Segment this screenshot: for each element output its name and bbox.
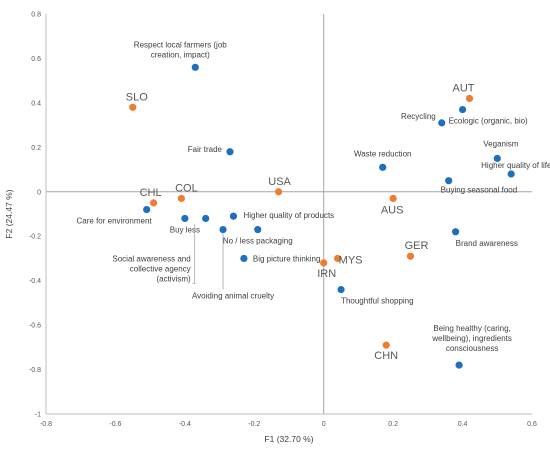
x-tick-label: -0.8	[40, 421, 52, 428]
y-tick-label: 0.2	[31, 145, 41, 152]
label-buy-less: Buy less	[170, 225, 200, 234]
label-mys: MYS	[339, 254, 363, 266]
point-respect-local-farmers-job-crea	[191, 63, 199, 71]
label-avoiding-animal-cruelty: Avoiding animal cruelty	[192, 292, 274, 301]
point-being-healthy-caring-wellbeing	[455, 361, 463, 369]
y-tick-label: 0	[37, 189, 41, 196]
point-usa	[274, 188, 283, 196]
y-tick-label: 0.8	[31, 12, 41, 19]
point-buy-less	[181, 214, 189, 223]
point-social-awareness-and-collectiv	[202, 214, 210, 223]
x-tick-label: 0	[322, 421, 326, 428]
y-tick-label: 0.6	[31, 56, 41, 63]
label-big-picture-thinking: Big picture thinking	[253, 254, 321, 263]
point-ecologic-organic-bio	[458, 105, 467, 114]
y-tick-label: -0.8	[29, 367, 41, 374]
point-veganism	[493, 154, 501, 163]
label-brand-awareness: Brand awareness	[456, 239, 518, 248]
point-mys	[334, 254, 342, 263]
label-fair-trade: Fair trade	[188, 145, 223, 154]
label-ecologic-organic-bio: Ecologic (organic, bio)	[449, 117, 528, 126]
point-irn	[320, 259, 328, 267]
point-higher-quality-of-life	[507, 170, 515, 178]
x-tick-label: -0.2	[248, 421, 260, 428]
label-chn: CHN	[374, 350, 398, 362]
label-recycling: Recycling	[401, 112, 436, 121]
leader-bracket	[192, 224, 196, 284]
label-being-healthy-caring-wellbeing: Being healthy (caring, wellbeing), ingred…	[431, 324, 512, 353]
point-recycling	[438, 119, 446, 127]
y-tick-label: -1	[35, 412, 41, 419]
label-no-less-packaging: No / less packaging	[223, 237, 293, 246]
point-slo	[129, 103, 137, 111]
y-tick-label: 0.4	[31, 100, 41, 107]
label-irn: IRN	[317, 268, 336, 280]
point-chl	[150, 199, 158, 207]
label-aut: AUT	[453, 82, 475, 94]
label-veganism: Veganism	[483, 139, 518, 148]
point-higher-quality-of-products	[229, 212, 238, 220]
point-aut	[465, 94, 474, 103]
label-thoughtful-shopping: Thoughtful shopping	[341, 297, 414, 306]
point-col	[177, 194, 185, 203]
point-thoughtful-shopping	[337, 285, 345, 294]
y-axis-title: F2 (24.47 %)	[4, 189, 14, 238]
x-tick-label: 0.2	[388, 421, 398, 428]
point-big-picture-thinking	[240, 254, 248, 263]
point-brand-awareness	[452, 228, 460, 236]
y-tick-label: -0.2	[29, 234, 41, 241]
point-buying-seasonal-food	[445, 177, 453, 185]
point-fair-trade	[226, 148, 234, 156]
label-ger: GER	[405, 240, 429, 252]
label-respect-local-farmers-job-crea: Respect local farmers (job creation, impa…	[134, 40, 227, 59]
x-axis-title: F1 (32.70 %)	[264, 434, 313, 444]
label-slo: SLO	[126, 91, 148, 103]
x-tick-label: -0.6	[109, 421, 121, 428]
x-tick-label: -0.4	[179, 421, 191, 428]
label-higher-quality-of-products: Higher quality of products	[243, 211, 334, 220]
point-chn	[382, 341, 390, 349]
y-tick-label: -0.4	[29, 278, 41, 285]
label-waste-reduction: Waste reduction	[354, 149, 412, 158]
axes	[45, 14, 532, 415]
point-waste-reduction	[379, 163, 387, 171]
tick-labels: -0.8 -0.6 -0.4 -0.2 0 0.2 0.4 0.6 -1 -0.8 -0.6 -0.4…	[29, 12, 537, 429]
x-tick-label: 0.4	[458, 421, 468, 428]
label-col: COL	[175, 182, 198, 194]
data-points	[129, 63, 515, 369]
label-aus: AUS	[381, 204, 404, 216]
point-care-for-environment	[143, 205, 151, 214]
point-aus	[389, 194, 397, 203]
point-ger	[406, 252, 415, 260]
x-tick-label: 0.6	[527, 421, 537, 428]
label-care-for-environment: Care for environment	[77, 217, 153, 226]
point-labels: Respect local farmers (job creation, impa…	[77, 40, 550, 362]
label-social-awareness-and-collectiv: Social awareness and collective agency (ac…	[112, 254, 191, 283]
y-tick-label: -0.6	[29, 323, 41, 330]
point-no-less-packaging	[254, 225, 262, 234]
label-chl: CHL	[140, 187, 162, 199]
label-usa: USA	[268, 176, 291, 188]
label-buying-seasonal-food: Buying seasonal food	[441, 186, 517, 195]
point-avoiding-animal-cruelty	[219, 225, 227, 234]
label-higher-quality-of-life: Higher quality of life	[481, 161, 550, 170]
